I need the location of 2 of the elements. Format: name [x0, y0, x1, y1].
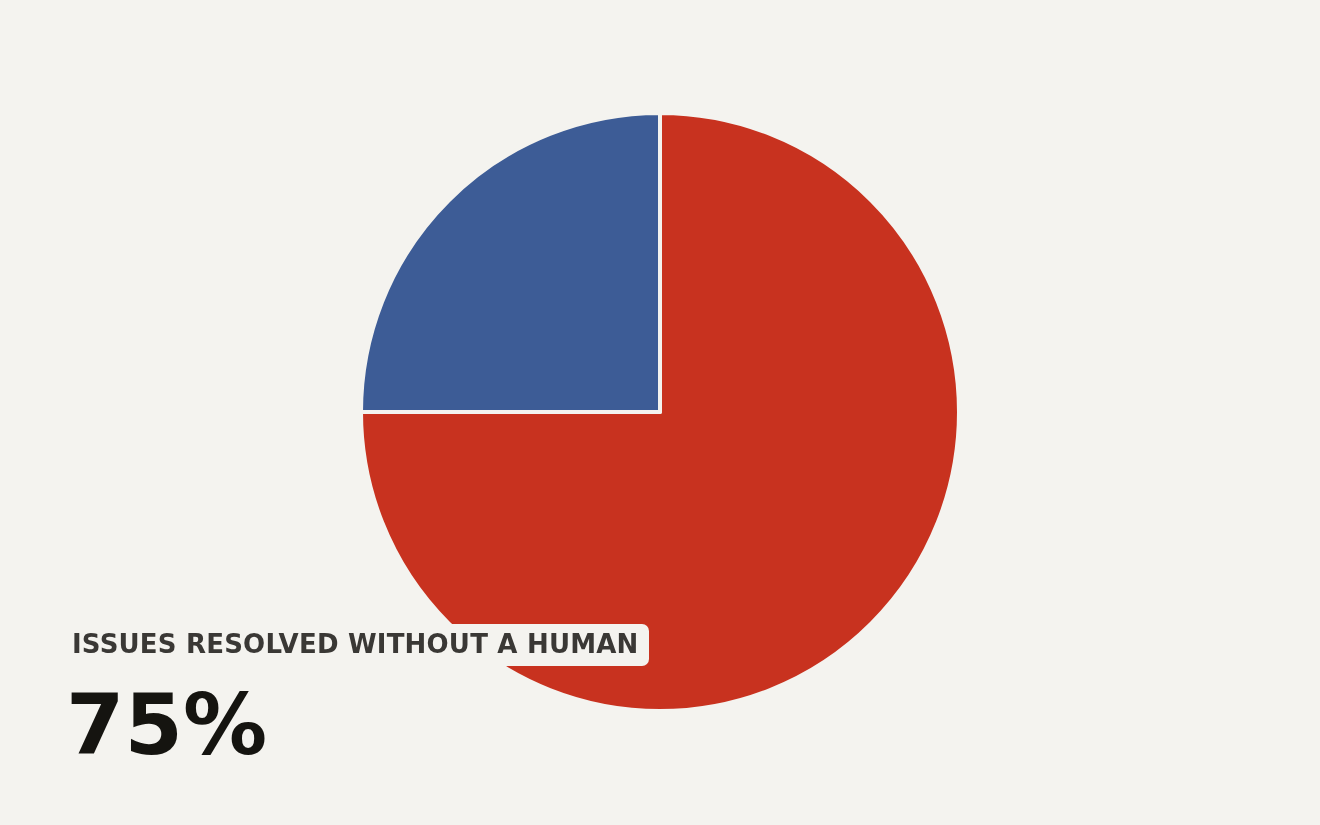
slice-label: ISSUES RESOLVED WITHOUT A HUMAN [62, 624, 649, 666]
data-label: 75% [66, 676, 268, 774]
